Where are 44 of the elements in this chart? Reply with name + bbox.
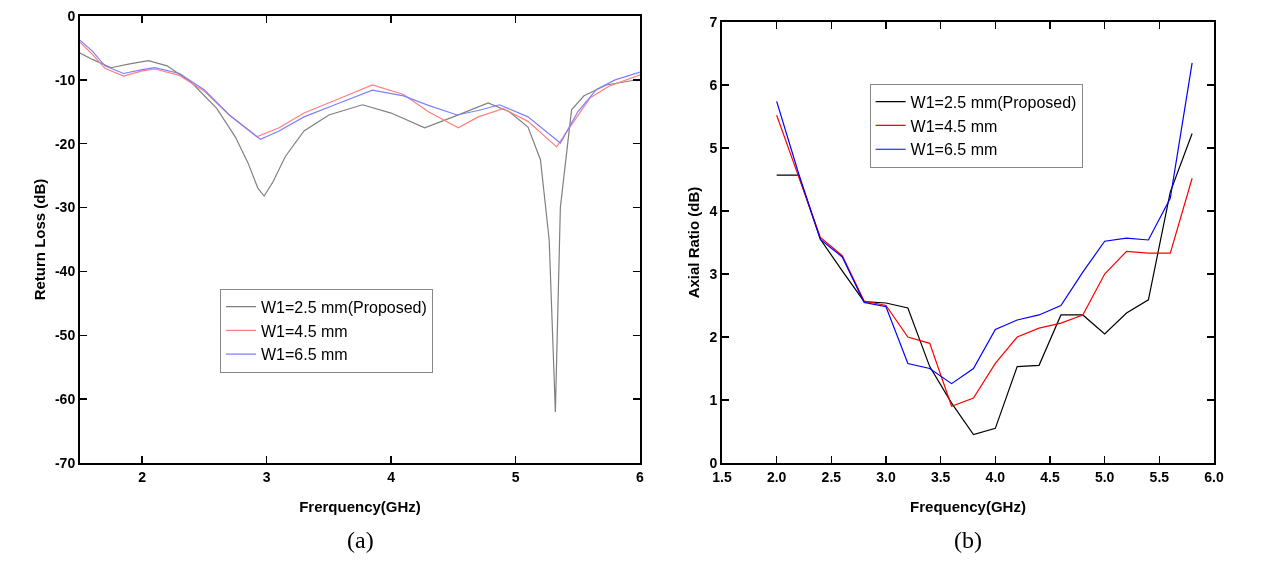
- y-tick-label: -40: [54, 263, 76, 280]
- x-tick-label: 2.0: [766, 468, 787, 485]
- legend-label: W1=6.5 mm: [261, 346, 348, 364]
- y-tick-label: 3: [709, 265, 718, 282]
- x-tick-label: 6: [636, 468, 645, 485]
- y-axis-title: Return Loss (dB): [30, 178, 48, 301]
- y-tick-label: 5: [709, 139, 718, 156]
- y-tick-label: -50: [54, 327, 76, 344]
- x-tick-label: 2.5: [821, 468, 842, 485]
- x-tick-label: 6.0: [1204, 468, 1224, 485]
- y-tick-label: 0: [709, 454, 718, 471]
- x-tick-label: 3.5: [930, 468, 951, 485]
- x-axis-title: Frequency(GHz): [910, 498, 1026, 516]
- x-tick-label: 3.0: [876, 468, 896, 485]
- y-tick-label: 6: [709, 76, 718, 93]
- y-tick-label: -20: [54, 135, 76, 152]
- y-tick-label: -60: [54, 391, 76, 408]
- legend-label: W1=2.5 mm(Proposed): [910, 93, 1077, 111]
- y-axis-title: Axial Ratio (dB): [685, 186, 703, 299]
- legend-label: W1=4.5 mm: [910, 117, 998, 135]
- legend-label: W1=2.5 mm(Proposed): [261, 298, 427, 316]
- y-tick-label: 0: [67, 7, 76, 24]
- y-tick-label: -10: [54, 71, 76, 88]
- x-tick-label: 4: [387, 468, 396, 485]
- x-tick-label: 5.5: [1149, 468, 1170, 485]
- x-tick-label: 5.0: [1094, 468, 1115, 485]
- line-series: [776, 62, 1193, 385]
- legend-label: W1=6.5 mm: [910, 141, 998, 159]
- x-tick-label: 1.5: [712, 468, 732, 485]
- x-tick-label: 3: [262, 468, 271, 485]
- text: (a): [347, 527, 374, 553]
- y-tick-label: -70: [54, 454, 76, 471]
- x-tick-label: 5: [511, 468, 520, 485]
- y-tick-label: -30: [54, 199, 76, 216]
- y-tick-label: 2: [709, 328, 718, 345]
- y-tick-label: 1: [709, 391, 718, 408]
- legend-label: W1=4.5 mm: [261, 322, 348, 340]
- y-tick-label: 7: [709, 13, 718, 30]
- text: (b): [954, 527, 982, 553]
- x-tick-label: 2: [138, 468, 147, 485]
- y-tick-label: 4: [709, 202, 718, 219]
- x-tick-label: 4.0: [985, 468, 1006, 485]
- x-axis-title: Frerquency(GHz): [299, 498, 421, 516]
- x-tick-label: 4.5: [1040, 468, 1060, 485]
